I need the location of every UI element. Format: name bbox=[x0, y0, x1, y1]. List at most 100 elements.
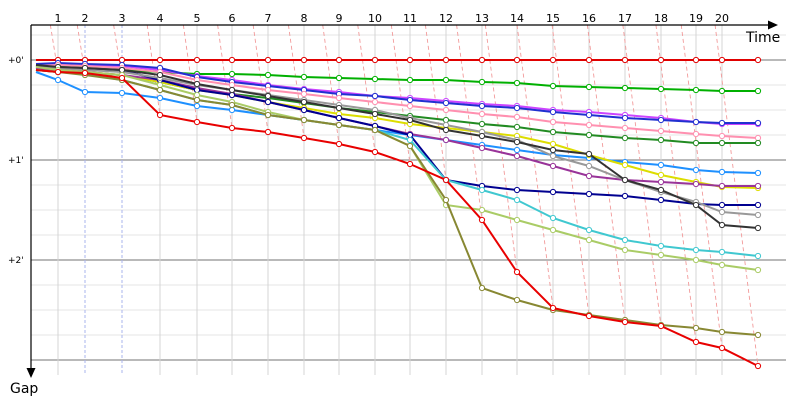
data-point bbox=[300, 116, 308, 124]
data-point bbox=[754, 182, 762, 190]
data-point bbox=[754, 56, 762, 64]
data-point bbox=[478, 216, 486, 224]
x-tick-label: 19 bbox=[689, 12, 703, 25]
data-point bbox=[228, 124, 236, 132]
lap-completion-line bbox=[714, 24, 759, 367]
data-point bbox=[585, 236, 593, 244]
series-line bbox=[35, 69, 759, 336]
data-point bbox=[754, 362, 762, 370]
data-point bbox=[513, 146, 521, 154]
data-point bbox=[300, 56, 308, 64]
data-point bbox=[513, 123, 521, 131]
data-point bbox=[264, 71, 272, 79]
data-point bbox=[478, 206, 486, 214]
data-point bbox=[585, 111, 593, 119]
data-point bbox=[657, 242, 665, 250]
lap-completion-line bbox=[182, 24, 198, 123]
data-point bbox=[54, 68, 62, 76]
data-point bbox=[718, 344, 726, 352]
y-tick-label: +1' bbox=[8, 156, 24, 166]
data-point bbox=[478, 78, 486, 86]
data-point bbox=[718, 139, 726, 147]
series-line bbox=[35, 63, 759, 139]
data-point bbox=[478, 56, 486, 64]
data-point bbox=[657, 136, 665, 144]
data-point bbox=[692, 118, 700, 126]
x-tick-label: 15 bbox=[546, 12, 560, 25]
data-point bbox=[549, 140, 557, 148]
data-point bbox=[193, 80, 201, 88]
data-point bbox=[549, 214, 557, 222]
data-point bbox=[478, 120, 486, 128]
data-point bbox=[228, 91, 236, 99]
data-point bbox=[754, 211, 762, 219]
lap-completion-line bbox=[357, 24, 376, 153]
x-tick-label: 9 bbox=[336, 12, 343, 25]
data-point bbox=[406, 136, 414, 144]
data-point bbox=[193, 56, 201, 64]
data-point bbox=[118, 74, 126, 82]
data-point bbox=[193, 86, 201, 94]
data-point bbox=[754, 134, 762, 142]
data-point bbox=[585, 312, 593, 320]
data-point bbox=[513, 296, 521, 304]
series-12 bbox=[35, 63, 762, 232]
data-point bbox=[754, 266, 762, 274]
data-point bbox=[478, 102, 486, 110]
data-point bbox=[549, 162, 557, 170]
data-point bbox=[692, 338, 700, 346]
data-point bbox=[478, 284, 486, 292]
data-point bbox=[621, 56, 629, 64]
data-point bbox=[621, 124, 629, 132]
data-point bbox=[718, 182, 726, 190]
series-group bbox=[35, 56, 762, 370]
data-point bbox=[657, 85, 665, 93]
data-point bbox=[621, 84, 629, 92]
x-tick-label: 18 bbox=[654, 12, 668, 25]
data-point bbox=[406, 142, 414, 150]
data-point bbox=[228, 70, 236, 78]
data-point bbox=[692, 166, 700, 174]
data-point bbox=[513, 138, 521, 146]
x-tick-label: 5 bbox=[194, 12, 201, 25]
y-axis-title: Gap bbox=[10, 381, 38, 397]
x-tick-label: 20 bbox=[715, 12, 729, 25]
data-point bbox=[585, 121, 593, 129]
data-point bbox=[228, 81, 236, 89]
y-tick-label: +2' bbox=[8, 256, 24, 266]
data-point bbox=[513, 196, 521, 204]
data-point bbox=[754, 201, 762, 209]
data-point bbox=[621, 318, 629, 326]
data-point bbox=[513, 216, 521, 224]
data-point bbox=[406, 96, 414, 104]
data-point bbox=[442, 136, 450, 144]
data-point bbox=[718, 261, 726, 269]
data-point bbox=[228, 106, 236, 114]
lap-completion-line bbox=[655, 24, 697, 343]
data-point bbox=[513, 56, 521, 64]
data-point bbox=[513, 113, 521, 121]
data-point bbox=[300, 106, 308, 114]
data-point bbox=[406, 131, 414, 139]
data-point bbox=[718, 56, 726, 64]
data-point bbox=[585, 162, 593, 170]
data-point bbox=[585, 172, 593, 180]
data-point bbox=[406, 102, 414, 110]
data-point bbox=[621, 246, 629, 254]
tick-labels: 1 2 3 4 5 6 7 8 9 10 11 12 13 14 15 16 17 18 19 20+0'+1'+2' bbox=[8, 12, 729, 266]
data-point bbox=[300, 98, 308, 106]
data-point bbox=[692, 256, 700, 264]
data-point bbox=[657, 196, 665, 204]
series-1 bbox=[36, 56, 762, 64]
data-point bbox=[549, 108, 557, 116]
data-point bbox=[193, 102, 201, 110]
data-point bbox=[718, 168, 726, 176]
data-point bbox=[549, 82, 557, 90]
lap-completion-line bbox=[49, 24, 59, 73]
lap-completion-line bbox=[516, 24, 554, 309]
data-point bbox=[692, 246, 700, 254]
x-tick-label: 13 bbox=[475, 12, 489, 25]
data-point bbox=[718, 221, 726, 229]
x-tick-label: 12 bbox=[439, 12, 453, 25]
x-tick-label: 2 bbox=[82, 12, 89, 25]
